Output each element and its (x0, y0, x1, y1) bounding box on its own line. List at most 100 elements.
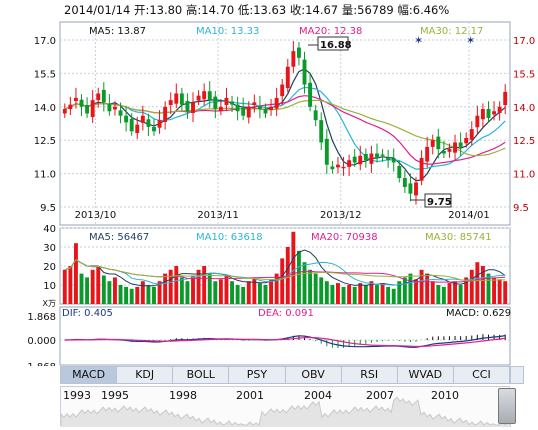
volume-bar (163, 273, 168, 304)
volume-bar (146, 285, 151, 304)
volume-bar (302, 262, 307, 304)
high-marker-box (317, 36, 349, 51)
candle-body (107, 104, 112, 112)
candle-body (464, 137, 469, 144)
candle-body (135, 124, 140, 134)
volume-ma10-legend: MA10: 63618 (196, 232, 263, 243)
tab-wvad[interactable]: WVAD (398, 367, 454, 383)
volume-bar (257, 283, 262, 304)
volume-bar (202, 266, 207, 304)
candle-body (430, 140, 435, 147)
candle-body (207, 91, 212, 101)
volume-ma30-line (64, 259, 506, 282)
candle-body (453, 142, 457, 153)
candle-body (124, 115, 129, 123)
event-marker-icon[interactable]: ✶ (466, 34, 475, 47)
volume-bar (140, 281, 145, 304)
tab-boll[interactable]: BOLL (173, 367, 230, 383)
volume-bar (425, 273, 430, 304)
macd-panel-frame (59, 306, 511, 366)
ma10-line (64, 86, 506, 170)
tab-macd[interactable]: MACD (61, 367, 118, 383)
candle-body (330, 166, 335, 170)
tab-obv[interactable]: OBV (286, 367, 342, 383)
candle-body (218, 106, 223, 111)
price-tick-left: 9.5 (40, 203, 56, 214)
tab-rsi[interactable]: RSI (342, 367, 398, 383)
volume-bar (319, 277, 324, 304)
candle-body (291, 51, 296, 67)
candle-body (391, 158, 396, 163)
quote-change: 幅:6.46% (397, 3, 450, 17)
indicator-tabs: MACD KDJ BOLL PSY OBV RSI WVAD CCI (60, 366, 510, 384)
volume-bar (358, 283, 363, 304)
volume-bar (375, 285, 379, 304)
volume-bars (62, 231, 508, 304)
price-tick-left: 17.0 (34, 36, 56, 47)
candle-body (163, 106, 168, 122)
volume-bar (397, 281, 402, 304)
timeline-year-label: 2007 (366, 389, 394, 402)
timeline-drag-handle[interactable] (498, 388, 516, 424)
candle-body (408, 183, 413, 194)
volume-tick: 40 (43, 224, 56, 235)
volume-bar (330, 285, 335, 304)
volume-bar (475, 262, 480, 304)
candle-body (469, 129, 474, 140)
volume-bar (124, 286, 129, 304)
volume-bar (453, 281, 457, 304)
volume-bar (168, 269, 173, 304)
macd-dea-legend: DEA: 0.091 (258, 308, 314, 319)
volume-bar (263, 285, 268, 304)
event-marker-icon[interactable]: ✶ (414, 34, 423, 47)
candle-body (319, 120, 324, 143)
price-tick-right: 11.0 (513, 170, 535, 181)
candle-body (486, 109, 491, 118)
candle-body (129, 118, 134, 132)
volume-bar (96, 266, 101, 304)
volume-bar (447, 283, 452, 304)
candle-body (441, 150, 446, 154)
volume-bar (235, 285, 240, 304)
candle-body (341, 166, 346, 169)
candle-body (241, 107, 246, 116)
volume-bar (85, 277, 90, 304)
volume-bar (414, 279, 418, 304)
candle-body (168, 100, 173, 106)
volume-bar (369, 281, 374, 304)
candle-body (118, 110, 123, 116)
price-tick-left: 14.0 (34, 103, 56, 114)
candle-body (285, 66, 290, 89)
moving-average-lines (64, 68, 506, 182)
volume-bar (90, 269, 95, 304)
quote-low: 低:13.63 (237, 3, 287, 17)
candle-body (280, 84, 285, 97)
tab-kdj[interactable]: KDJ (117, 367, 174, 383)
candle-body (458, 142, 463, 147)
volume-bar (68, 266, 73, 304)
candle-body (62, 109, 67, 114)
volume-bar (480, 266, 485, 304)
tabs-scroll-button[interactable] (510, 366, 524, 384)
volume-bar (280, 258, 285, 304)
stock-chart[interactable]: 17.0 15.5 14.0 12.5 11.0 9.5 17.0 15.5 14.0 12.5… (0, 0, 538, 366)
candle-body (213, 96, 218, 110)
volume-bar (336, 283, 340, 304)
volume-bar (174, 266, 179, 304)
volume-bar (492, 277, 497, 304)
price-tick-right: 12.5 (513, 136, 535, 147)
volume-bar (419, 269, 424, 304)
volume-bar (135, 286, 140, 304)
tab-psy[interactable]: PSY (229, 367, 286, 383)
candle-body (90, 100, 95, 118)
volume-bar (79, 273, 84, 304)
tab-cci[interactable]: CCI (472, 368, 491, 381)
candle-body (246, 106, 251, 118)
volume-axis: 40 30 20 10 X万 (43, 224, 56, 308)
candle-body (475, 115, 480, 128)
date-tick: 2013/11 (197, 210, 239, 221)
volume-ma20-line (64, 259, 506, 283)
timeline-navigator[interactable]: 1993 1995 1998 2001 2004 2007 2010 (60, 386, 511, 427)
candle-body (302, 59, 307, 85)
volume-bar (296, 250, 301, 304)
